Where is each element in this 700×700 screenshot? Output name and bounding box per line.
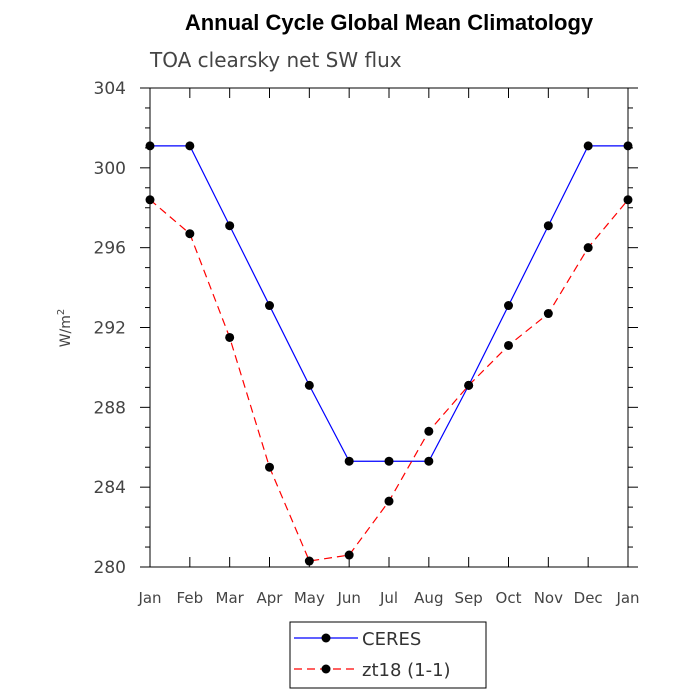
plot-frame	[149, 87, 629, 568]
x-tick-label: Jul	[379, 589, 398, 607]
data-point-zt18	[504, 340, 513, 350]
x-tick-label: May	[294, 589, 325, 607]
legend-marker-ceres	[321, 633, 331, 643]
x-tick-label: Mar	[216, 589, 245, 607]
y-axis-label-base: W/m	[58, 315, 74, 347]
y-axis-label: W/m2	[56, 309, 74, 348]
x-tick-label: Feb	[177, 589, 204, 607]
y-tick-label: 284	[94, 478, 126, 498]
y-tick-label: 300	[94, 159, 126, 179]
data-point-zt18	[583, 243, 593, 253]
series-line-zt18	[149, 199, 629, 562]
legend-box	[289, 621, 487, 689]
chart-title: Annual Cycle Global Mean Climatology	[185, 10, 594, 35]
data-point-ceres	[344, 456, 354, 466]
y-axis-label-superscript: 2	[56, 309, 67, 315]
x-tick-label: Jan	[615, 589, 639, 607]
x-tick-label: Jun	[336, 589, 360, 607]
data-point-ceres	[185, 141, 195, 151]
data-point-ceres	[384, 456, 394, 466]
data-point-zt18	[225, 332, 235, 342]
series-layer	[145, 141, 633, 566]
data-point-ceres	[265, 301, 274, 311]
data-point-zt18	[464, 380, 474, 390]
y-tick-label: 296	[94, 239, 126, 259]
legend-marker-zt18	[321, 664, 331, 674]
x-tick-label: Nov	[534, 589, 563, 607]
series-line-ceres	[150, 145, 628, 462]
x-tick-label: Oct	[496, 589, 522, 607]
y-tick-label: 288	[94, 398, 126, 418]
y-tick-label: 292	[94, 319, 126, 339]
data-point-ceres	[304, 380, 314, 390]
plot-axes: Jan Feb Mar Apr May Jun Jul Aug Sep Oct Nov Dec Jan 2…	[94, 79, 640, 607]
legend-label-zt18: zt18 (1-1)	[362, 660, 451, 681]
data-point-zt18	[265, 462, 274, 472]
legend-label-ceres: CERES	[362, 629, 421, 650]
x-tick-label: Aug	[414, 589, 443, 607]
data-point-ceres	[145, 141, 155, 151]
data-point-zt18	[344, 550, 354, 560]
x-tick-label: Jan	[137, 589, 161, 607]
data-point-ceres	[543, 221, 553, 231]
data-point-zt18	[543, 309, 553, 319]
x-tick-label: Sep	[455, 589, 483, 607]
data-point-ceres	[583, 141, 593, 151]
data-point-zt18	[384, 496, 394, 506]
legend: CERES zt18 (1-1)	[289, 621, 487, 689]
data-point-zt18	[304, 556, 314, 566]
y-tick-label: 280	[94, 558, 126, 578]
y-tick-label: 304	[94, 79, 126, 99]
x-tick-label: Apr	[257, 589, 284, 607]
data-point-ceres	[504, 301, 513, 311]
x-tick-label: Dec	[574, 589, 603, 607]
data-point-zt18	[145, 195, 155, 205]
data-point-ceres	[225, 221, 235, 231]
data-point-ceres	[424, 456, 434, 466]
data-point-zt18	[424, 426, 434, 436]
data-point-zt18	[185, 229, 195, 239]
data-point-ceres	[623, 141, 633, 151]
data-point-zt18	[623, 195, 633, 205]
chart-subtitle: TOA clearsky net SW flux	[149, 48, 402, 72]
